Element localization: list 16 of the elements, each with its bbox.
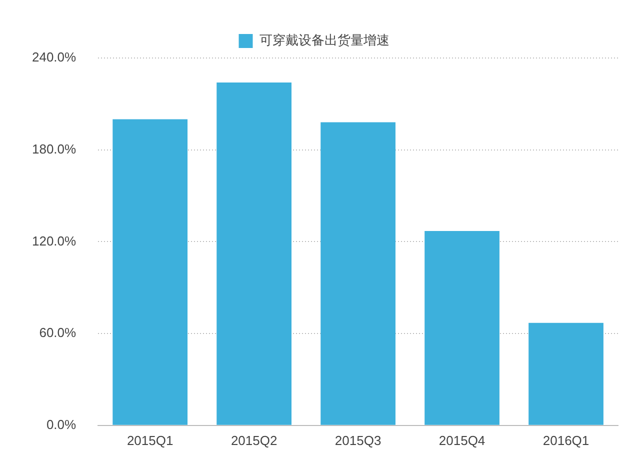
y-tick-label: 60.0%	[39, 325, 77, 340]
y-tick-label: 240.0%	[32, 50, 77, 65]
legend-label: 可穿戴设备出货量增速	[259, 33, 390, 48]
x-tick-label: 2015Q4	[438, 432, 486, 448]
bar	[112, 119, 188, 425]
y-tick-label: 0.0%	[46, 416, 77, 432]
x-tick-label: 2015Q1	[126, 432, 174, 448]
bar	[216, 82, 292, 425]
bar	[320, 122, 396, 425]
x-tick-label: 2016Q1	[542, 432, 590, 448]
x-tick-label: 2015Q2	[230, 432, 278, 448]
x-tick-label: 2015Q3	[334, 432, 382, 448]
y-tick-label: 120.0%	[32, 233, 77, 248]
bar	[424, 230, 500, 425]
bar	[528, 322, 604, 425]
y-tick-label: 180.0%	[32, 141, 77, 156]
